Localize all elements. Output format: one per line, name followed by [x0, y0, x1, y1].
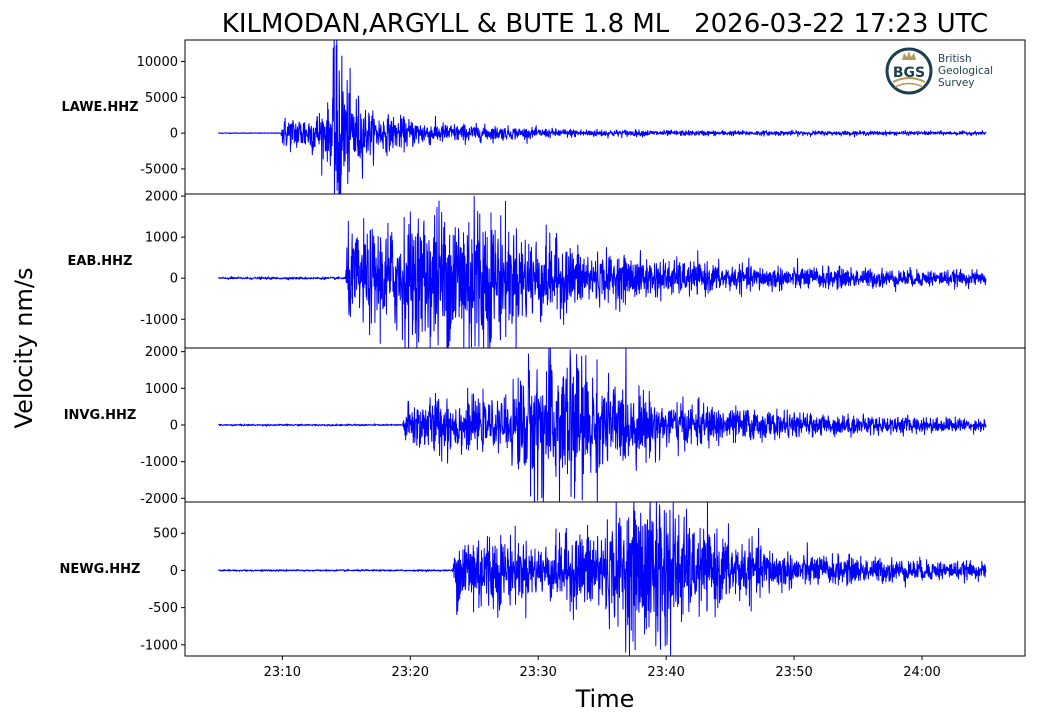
x-tick-label: 23:20: [392, 665, 429, 680]
y-tick-label: 0: [170, 419, 178, 434]
y-tick-label: -500: [148, 601, 178, 616]
bgs-logo-crown-icon: [902, 51, 916, 60]
bgs-logo-line-geological: Geological: [938, 65, 993, 77]
y-tick-label: 10000: [137, 55, 178, 70]
y-tick-label: -5000: [140, 162, 178, 177]
x-tick-label: 23:10: [264, 665, 301, 680]
bgs-logo: BGS British Geological Survey: [885, 47, 993, 95]
y-tick-label: -1000: [140, 313, 178, 328]
x-tick-label: 23:50: [775, 665, 812, 680]
y-tick-label: 500: [153, 527, 178, 542]
waveform-lawe-hhz: [218, 39, 987, 195]
panel-newg-hhz: 500 0 -500 -1000 NEWG.HHZ: [60, 501, 1026, 657]
panel-frame: [184, 501, 1026, 657]
station-label: EAB.HHZ: [68, 254, 133, 269]
station-label: NEWG.HHZ: [60, 562, 141, 577]
chart-title: KILMODAN,ARGYLL & BUTE 1.8 ML 2026-03-22…: [222, 9, 988, 39]
y-tick-label: 0: [170, 272, 178, 287]
x-axis-ticks: 23:10 23:20 23:30 23:40 23:50 24:00: [264, 656, 941, 680]
panel-lawe-hhz: 10000 5000 0 -5000 LAWE.HHZ: [61, 39, 1026, 195]
panel-eab-hhz: 2000 1000 0 -1000 EAB.HHZ: [68, 190, 1026, 349]
station-label: INVG.HHZ: [64, 408, 137, 423]
y-axis-label: Velocity nm/s: [10, 268, 38, 429]
x-tick-label: 23:30: [519, 665, 556, 680]
station-label: LAWE.HHZ: [61, 100, 138, 115]
y-tick-label: 0: [170, 127, 178, 142]
y-tick-label: 1000: [145, 231, 178, 246]
waveform-invg-hhz: [218, 347, 987, 503]
bgs-logo-badge: BGS: [893, 65, 925, 81]
y-tick-label: 1000: [145, 382, 178, 397]
bgs-logo-line-british: British: [938, 53, 972, 65]
x-axis-label: Time: [575, 685, 635, 713]
panel-invg-hhz: 2000 1000 0 -1000 -2000 INVG.HHZ: [64, 345, 1026, 507]
panels-layer: 1000050000-5000LAWE.HHZ200010000-1000EAB…: [60, 39, 1026, 657]
y-tick-label: -1000: [140, 455, 178, 470]
y-tick-label: -2000: [140, 492, 178, 507]
y-tick-label: 2000: [145, 345, 178, 360]
waveform-newg-hhz: [218, 501, 987, 657]
waveform-eab-hhz: [217, 195, 987, 349]
x-tick-label: 23:40: [647, 665, 684, 680]
y-tick-label: 0: [170, 564, 178, 579]
bgs-logo-wave-icon: [892, 77, 926, 83]
x-tick-label: 24:00: [903, 665, 940, 680]
y-tick-label: 5000: [145, 91, 178, 106]
bgs-logo-ring: [885, 47, 933, 95]
y-tick-label: -1000: [140, 638, 178, 653]
bgs-logo-line-survey: Survey: [938, 77, 975, 89]
bgs-logo-wave-icon-2: [894, 82, 924, 88]
y-tick-label: 2000: [145, 190, 178, 205]
